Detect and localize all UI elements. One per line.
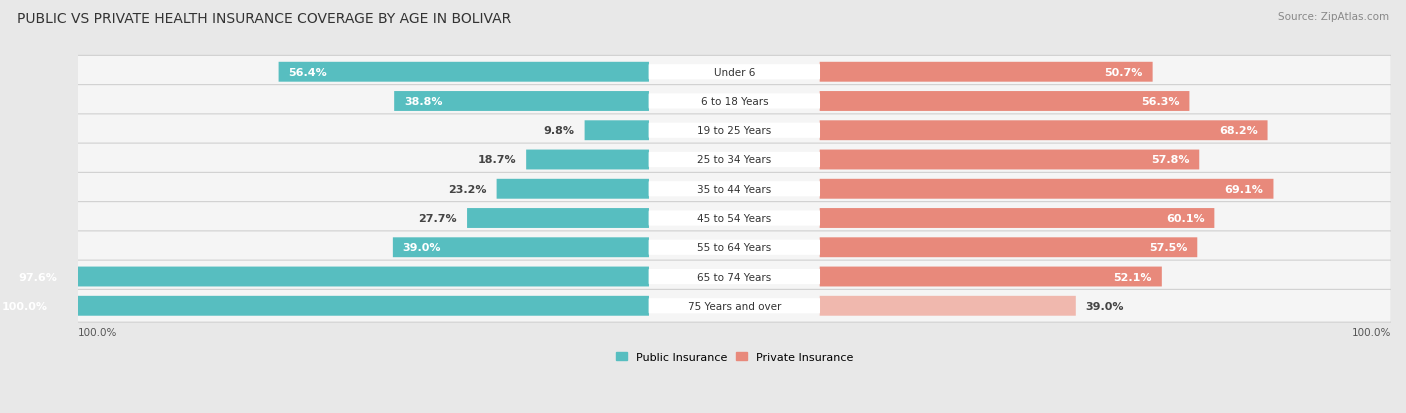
Text: 23.2%: 23.2%	[449, 184, 486, 194]
FancyBboxPatch shape	[77, 85, 1392, 118]
FancyBboxPatch shape	[648, 269, 820, 285]
Text: 100.0%: 100.0%	[3, 301, 48, 311]
FancyBboxPatch shape	[394, 92, 650, 112]
Text: Under 6: Under 6	[714, 68, 755, 78]
Text: 57.5%: 57.5%	[1149, 243, 1188, 253]
FancyBboxPatch shape	[278, 63, 650, 83]
Text: 27.7%: 27.7%	[419, 214, 457, 223]
FancyBboxPatch shape	[392, 238, 650, 258]
FancyBboxPatch shape	[820, 121, 1268, 141]
Legend: Public Insurance, Private Insurance: Public Insurance, Private Insurance	[612, 348, 858, 366]
FancyBboxPatch shape	[648, 182, 820, 197]
FancyBboxPatch shape	[648, 299, 820, 313]
FancyBboxPatch shape	[77, 114, 1392, 147]
Text: 69.1%: 69.1%	[1225, 184, 1264, 194]
FancyBboxPatch shape	[77, 261, 1392, 293]
FancyBboxPatch shape	[820, 150, 1199, 170]
FancyBboxPatch shape	[77, 231, 1392, 264]
FancyBboxPatch shape	[467, 209, 650, 228]
Text: 50.7%: 50.7%	[1104, 68, 1143, 78]
Text: 60.1%: 60.1%	[1166, 214, 1205, 223]
FancyBboxPatch shape	[648, 240, 820, 255]
FancyBboxPatch shape	[648, 94, 820, 109]
FancyBboxPatch shape	[820, 238, 1198, 258]
Text: 65 to 74 Years: 65 to 74 Years	[697, 272, 772, 282]
Text: 68.2%: 68.2%	[1219, 126, 1258, 136]
FancyBboxPatch shape	[77, 290, 1392, 323]
Text: 6 to 18 Years: 6 to 18 Years	[700, 97, 768, 107]
FancyBboxPatch shape	[77, 173, 1392, 206]
FancyBboxPatch shape	[820, 63, 1153, 83]
Text: 18.7%: 18.7%	[478, 155, 516, 165]
FancyBboxPatch shape	[8, 267, 650, 287]
FancyBboxPatch shape	[820, 267, 1161, 287]
FancyBboxPatch shape	[648, 211, 820, 226]
Text: 19 to 25 Years: 19 to 25 Years	[697, 126, 772, 136]
Text: 100.0%: 100.0%	[77, 327, 117, 337]
FancyBboxPatch shape	[820, 92, 1189, 112]
FancyBboxPatch shape	[585, 121, 650, 141]
FancyBboxPatch shape	[77, 56, 1392, 89]
Text: 52.1%: 52.1%	[1114, 272, 1152, 282]
Text: 56.3%: 56.3%	[1142, 97, 1180, 107]
Text: 39.0%: 39.0%	[402, 243, 441, 253]
FancyBboxPatch shape	[648, 152, 820, 168]
Text: Source: ZipAtlas.com: Source: ZipAtlas.com	[1278, 12, 1389, 22]
FancyBboxPatch shape	[648, 65, 820, 80]
Text: 39.0%: 39.0%	[1085, 301, 1125, 311]
FancyBboxPatch shape	[820, 209, 1215, 228]
FancyBboxPatch shape	[820, 179, 1274, 199]
FancyBboxPatch shape	[77, 202, 1392, 235]
FancyBboxPatch shape	[0, 296, 650, 316]
FancyBboxPatch shape	[648, 123, 820, 138]
Text: 25 to 34 Years: 25 to 34 Years	[697, 155, 772, 165]
Text: 38.8%: 38.8%	[404, 97, 443, 107]
Text: PUBLIC VS PRIVATE HEALTH INSURANCE COVERAGE BY AGE IN BOLIVAR: PUBLIC VS PRIVATE HEALTH INSURANCE COVER…	[17, 12, 512, 26]
Text: 35 to 44 Years: 35 to 44 Years	[697, 184, 772, 194]
Text: 100.0%: 100.0%	[1351, 327, 1391, 337]
FancyBboxPatch shape	[820, 296, 1076, 316]
FancyBboxPatch shape	[526, 150, 650, 170]
Text: 75 Years and over: 75 Years and over	[688, 301, 780, 311]
Text: 57.8%: 57.8%	[1152, 155, 1189, 165]
FancyBboxPatch shape	[77, 144, 1392, 176]
Text: 45 to 54 Years: 45 to 54 Years	[697, 214, 772, 223]
Text: 56.4%: 56.4%	[288, 68, 328, 78]
Text: 9.8%: 9.8%	[544, 126, 575, 136]
Text: 97.6%: 97.6%	[18, 272, 56, 282]
FancyBboxPatch shape	[496, 179, 650, 199]
Text: 55 to 64 Years: 55 to 64 Years	[697, 243, 772, 253]
